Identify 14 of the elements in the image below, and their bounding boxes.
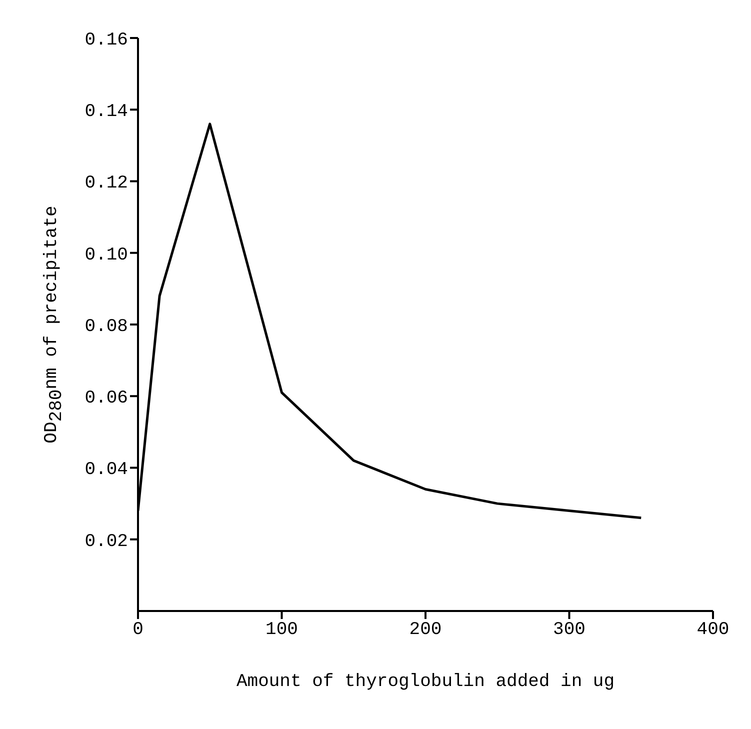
x-tick-label: 0 — [132, 620, 144, 640]
x-tick-label: 200 — [409, 620, 442, 640]
y-tick-label: 0.04 — [84, 460, 128, 480]
x-tick-label: 300 — [553, 620, 586, 640]
y-tick-label: 0.10 — [84, 245, 128, 266]
y-tick-label: 0.02 — [84, 532, 128, 552]
x-axis-title: Amount of thyroglobulin added in ug — [236, 672, 615, 692]
y-tick-label: 0.08 — [84, 316, 128, 337]
y-tick-label: 0.06 — [84, 388, 128, 409]
y-tick-label: 0.16 — [84, 30, 128, 50]
x-tick-label: 400 — [696, 620, 730, 640]
y-tick-label: 0.12 — [84, 174, 128, 194]
x-tick-label: 100 — [266, 620, 298, 640]
y-tick-label: 0.14 — [84, 102, 128, 122]
